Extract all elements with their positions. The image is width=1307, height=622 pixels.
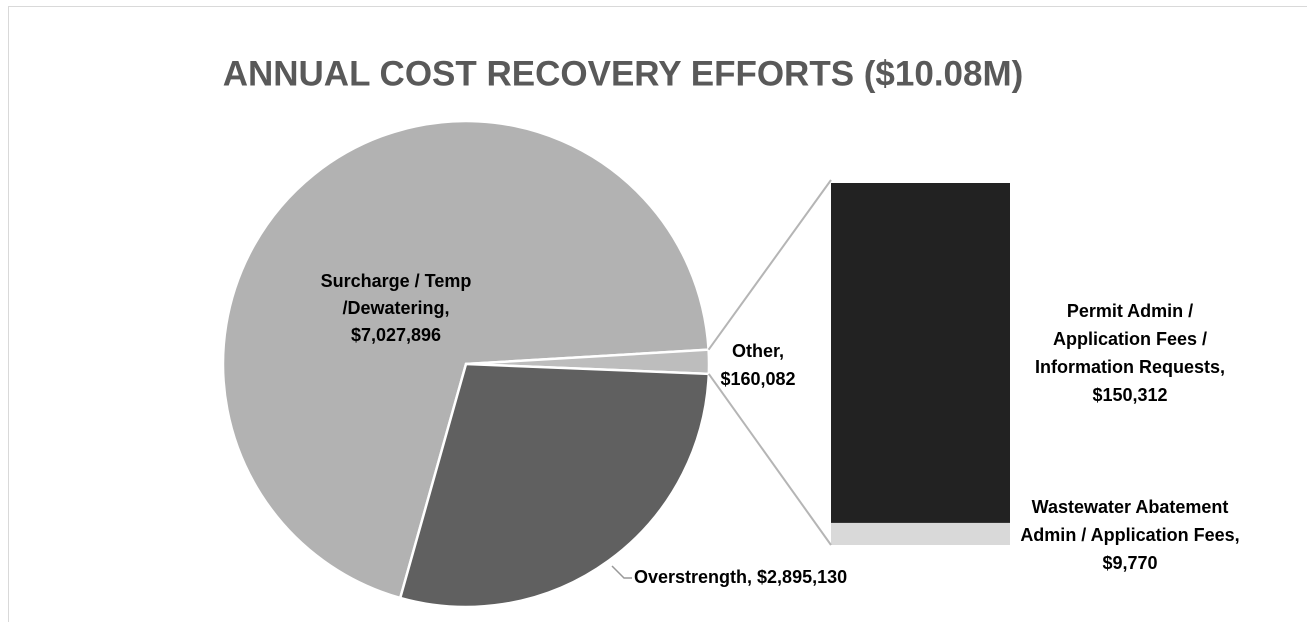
pie-slice bbox=[398, 362, 711, 609]
bar-value-label: $9,770 bbox=[1102, 553, 1157, 573]
slice-value-label: $160,082 bbox=[720, 369, 795, 389]
pie-slice bbox=[221, 119, 710, 600]
connector-line bbox=[707, 373, 832, 546]
slice-label: Surcharge / Temp/Dewatering, bbox=[321, 271, 472, 318]
bar-label: Permit Admin / Application Fees / Informat… bbox=[1035, 301, 1225, 377]
slice-label: Overstrength, bbox=[634, 567, 752, 587]
slice-value-label: $7,027,896 bbox=[351, 325, 441, 345]
bar-value-label: $150,312 bbox=[1092, 385, 1167, 405]
leader-line bbox=[611, 565, 632, 579]
connector-line bbox=[707, 179, 832, 351]
bar-label: Wastewater Abatement Admin / Application … bbox=[1020, 497, 1239, 545]
chart-title: ANNUAL COST RECOVERY EFFORTS ($10.08M) bbox=[223, 54, 1024, 93]
slice-label: Other, bbox=[732, 341, 784, 361]
bar-segment bbox=[831, 522, 1010, 545]
bar-segment bbox=[831, 183, 1010, 523]
slice-value-label: $2,895,130 bbox=[757, 567, 847, 587]
chart-frame bbox=[8, 6, 1307, 622]
